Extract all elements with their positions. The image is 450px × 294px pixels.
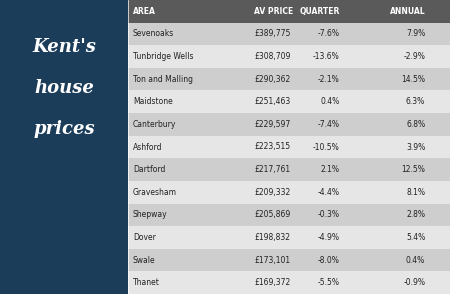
Text: 12.5%: 12.5% <box>401 165 425 174</box>
Text: ANNUAL: ANNUAL <box>390 7 425 16</box>
Text: Canterbury: Canterbury <box>133 120 176 129</box>
Text: 2.1%: 2.1% <box>321 165 340 174</box>
Text: 5.4%: 5.4% <box>406 233 425 242</box>
Text: Ton and Malling: Ton and Malling <box>133 75 193 84</box>
FancyBboxPatch shape <box>128 271 450 294</box>
Text: -4.9%: -4.9% <box>318 233 340 242</box>
Text: £209,332: £209,332 <box>254 188 291 197</box>
Text: Kent's: Kent's <box>32 38 96 56</box>
Text: £308,709: £308,709 <box>254 52 291 61</box>
FancyBboxPatch shape <box>128 68 450 91</box>
Text: -13.6%: -13.6% <box>313 52 340 61</box>
FancyBboxPatch shape <box>128 91 450 113</box>
Text: -0.9%: -0.9% <box>403 278 425 287</box>
Text: 6.8%: 6.8% <box>406 120 425 129</box>
Text: £223,515: £223,515 <box>254 143 290 151</box>
FancyBboxPatch shape <box>128 45 450 68</box>
Text: 7.9%: 7.9% <box>406 29 425 39</box>
Text: 6.3%: 6.3% <box>406 97 425 106</box>
Text: -10.5%: -10.5% <box>313 143 340 151</box>
Text: Thanet: Thanet <box>133 278 160 287</box>
FancyBboxPatch shape <box>128 203 450 226</box>
FancyBboxPatch shape <box>128 181 450 203</box>
Text: 3.9%: 3.9% <box>406 143 425 151</box>
Text: -7.4%: -7.4% <box>318 120 340 129</box>
Text: £217,761: £217,761 <box>254 165 290 174</box>
FancyBboxPatch shape <box>128 158 450 181</box>
Text: QUARTER: QUARTER <box>299 7 340 16</box>
Text: -4.4%: -4.4% <box>318 188 340 197</box>
Text: Dartford: Dartford <box>133 165 165 174</box>
Text: 2.8%: 2.8% <box>406 210 425 219</box>
Text: 0.4%: 0.4% <box>406 255 425 265</box>
Text: -8.0%: -8.0% <box>318 255 340 265</box>
Text: £389,775: £389,775 <box>254 29 291 39</box>
FancyBboxPatch shape <box>0 0 128 294</box>
FancyBboxPatch shape <box>128 0 450 23</box>
Text: Ashford: Ashford <box>133 143 162 151</box>
FancyBboxPatch shape <box>128 136 450 158</box>
Text: -5.5%: -5.5% <box>318 278 340 287</box>
Text: AREA: AREA <box>133 7 156 16</box>
Text: £229,597: £229,597 <box>254 120 291 129</box>
Text: Dover: Dover <box>133 233 156 242</box>
Text: -0.3%: -0.3% <box>318 210 340 219</box>
Text: Swale: Swale <box>133 255 155 265</box>
Text: Shepway: Shepway <box>133 210 167 219</box>
Text: £169,372: £169,372 <box>254 278 291 287</box>
Text: Sevenoaks: Sevenoaks <box>133 29 174 39</box>
Text: 0.4%: 0.4% <box>320 97 340 106</box>
FancyBboxPatch shape <box>128 113 450 136</box>
Text: house: house <box>34 79 94 97</box>
FancyBboxPatch shape <box>128 23 450 45</box>
Text: Maidstone: Maidstone <box>133 97 172 106</box>
Text: -2.1%: -2.1% <box>318 75 340 84</box>
Text: Tunbridge Wells: Tunbridge Wells <box>133 52 193 61</box>
Text: prices: prices <box>33 120 95 138</box>
Text: -7.6%: -7.6% <box>318 29 340 39</box>
Text: £290,362: £290,362 <box>254 75 291 84</box>
FancyBboxPatch shape <box>128 226 450 249</box>
FancyBboxPatch shape <box>128 249 450 271</box>
Text: 14.5%: 14.5% <box>401 75 425 84</box>
Text: AV PRICE: AV PRICE <box>254 7 293 16</box>
Text: £198,832: £198,832 <box>254 233 290 242</box>
Text: £251,463: £251,463 <box>254 97 291 106</box>
Text: £173,101: £173,101 <box>254 255 290 265</box>
Text: Gravesham: Gravesham <box>133 188 177 197</box>
Text: £205,869: £205,869 <box>254 210 291 219</box>
Text: -2.9%: -2.9% <box>403 52 425 61</box>
Text: 8.1%: 8.1% <box>406 188 425 197</box>
